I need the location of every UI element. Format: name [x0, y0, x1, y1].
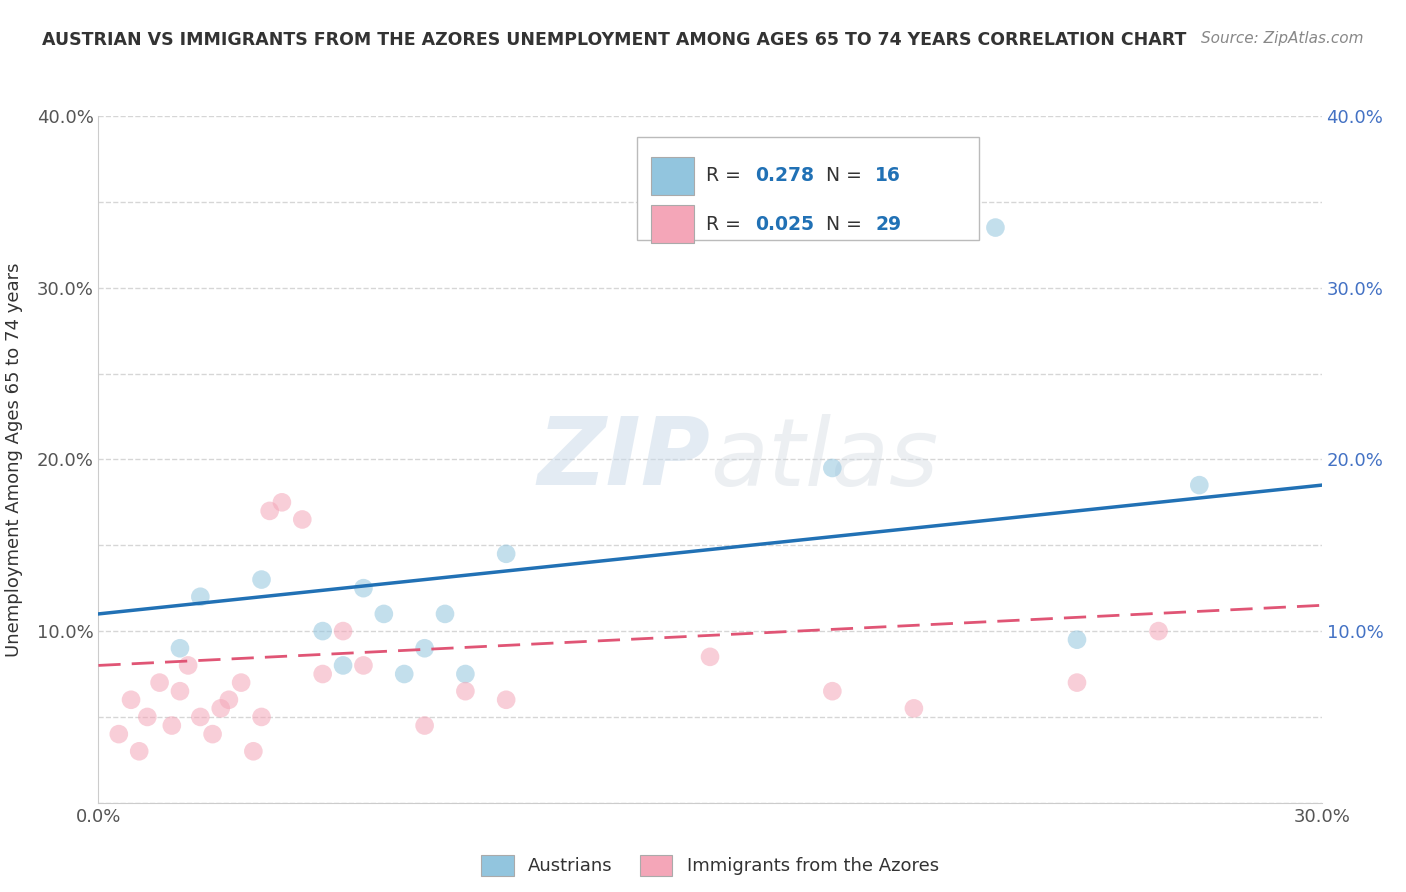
Point	[312, 624, 335, 639]
Point	[169, 641, 191, 656]
Point	[352, 658, 374, 673]
Point	[332, 658, 354, 673]
Point	[149, 675, 172, 690]
Point	[352, 581, 374, 595]
Point	[495, 692, 517, 706]
Point	[128, 744, 150, 758]
Point	[312, 667, 335, 681]
Point	[250, 710, 273, 724]
Point	[434, 607, 457, 621]
Text: 0.025: 0.025	[755, 215, 814, 234]
Point	[250, 573, 273, 587]
Point	[291, 512, 314, 526]
Point	[160, 718, 183, 732]
Text: R =: R =	[706, 166, 747, 186]
Point	[454, 684, 477, 698]
Point	[699, 649, 721, 664]
Point	[188, 710, 212, 724]
Point	[218, 692, 240, 706]
Point	[120, 692, 142, 706]
Point	[1066, 632, 1088, 647]
Point	[1066, 675, 1088, 690]
Point	[454, 667, 477, 681]
Point	[136, 710, 159, 724]
Text: N =: N =	[827, 215, 868, 234]
Point	[177, 658, 200, 673]
Point	[242, 744, 264, 758]
Point	[413, 641, 436, 656]
Point	[821, 461, 844, 475]
FancyBboxPatch shape	[651, 205, 695, 243]
FancyBboxPatch shape	[637, 136, 979, 240]
Text: ZIP: ZIP	[537, 413, 710, 506]
Point	[984, 220, 1007, 235]
Text: R =: R =	[706, 215, 747, 234]
Text: Source: ZipAtlas.com: Source: ZipAtlas.com	[1201, 31, 1364, 46]
Point	[1147, 624, 1170, 639]
Point	[392, 667, 416, 681]
Point	[209, 701, 232, 715]
Legend: Austrians, Immigrants from the Azores: Austrians, Immigrants from the Azores	[474, 847, 946, 883]
Text: N =: N =	[827, 166, 868, 186]
Text: atlas: atlas	[710, 414, 938, 505]
Point	[821, 684, 844, 698]
Text: 0.278: 0.278	[755, 166, 814, 186]
Point	[373, 607, 395, 621]
Point	[903, 701, 925, 715]
Y-axis label: Unemployment Among Ages 65 to 74 years: Unemployment Among Ages 65 to 74 years	[4, 262, 22, 657]
Point	[495, 547, 517, 561]
Point	[259, 504, 281, 518]
Point	[332, 624, 354, 639]
Point	[1188, 478, 1211, 492]
Point	[169, 684, 191, 698]
Point	[270, 495, 294, 509]
Point	[231, 675, 253, 690]
Text: 16: 16	[875, 166, 901, 186]
Point	[413, 718, 436, 732]
Point	[201, 727, 224, 741]
Text: 29: 29	[875, 215, 901, 234]
Point	[188, 590, 212, 604]
Point	[108, 727, 131, 741]
Text: AUSTRIAN VS IMMIGRANTS FROM THE AZORES UNEMPLOYMENT AMONG AGES 65 TO 74 YEARS CO: AUSTRIAN VS IMMIGRANTS FROM THE AZORES U…	[42, 31, 1187, 49]
FancyBboxPatch shape	[651, 157, 695, 194]
